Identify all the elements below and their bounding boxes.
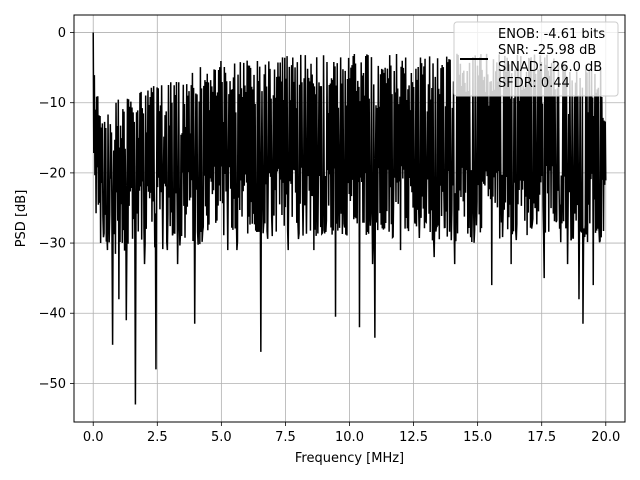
y-tick-label: 0 bbox=[58, 26, 66, 41]
y-tick-label: −50 bbox=[39, 377, 66, 392]
y-tick-label: −30 bbox=[39, 237, 66, 252]
x-tick-label: 15.0 bbox=[463, 430, 492, 445]
legend-box bbox=[453, 21, 619, 97]
y-tick-label: −40 bbox=[39, 307, 66, 322]
x-tick-label: 2.5 bbox=[147, 430, 168, 445]
series-layer bbox=[92, 32, 607, 405]
x-tick-label: 17.5 bbox=[527, 430, 556, 445]
legend-entry-snr: SNR: -25.98 dB bbox=[498, 43, 596, 58]
x-tick-label: 12.5 bbox=[399, 430, 428, 445]
legend-entry-sinad: SINAD: -26.0 dB bbox=[498, 60, 602, 75]
x-axis-label: Frequency [MHz] bbox=[295, 451, 404, 466]
y-tick-label: −10 bbox=[39, 96, 66, 111]
y-axis-label: PSD [dB] bbox=[14, 190, 29, 248]
legend-entry-sfdr: SFDR: 0.44 bbox=[498, 76, 570, 91]
x-tick-label: 10.0 bbox=[335, 430, 364, 445]
legend-entry-enob: ENOB: -4.61 bits bbox=[498, 27, 605, 42]
psd-series-line bbox=[92, 32, 607, 405]
y-tick-label: −20 bbox=[39, 166, 66, 181]
x-tick-label: 20.0 bbox=[591, 430, 620, 445]
x-ticks: 0.0 2.5 5.0 7.5 10.0 12.5 15.0 17.5 20.0 bbox=[83, 422, 620, 445]
x-tick-label: 0.0 bbox=[83, 430, 104, 445]
legend: ENOB: -4.61 bits SNR: -25.98 dB SINAD: -… bbox=[453, 21, 619, 97]
y-ticks: 0 −10 −20 −30 −40 −50 bbox=[39, 26, 74, 392]
x-tick-label: 7.5 bbox=[275, 430, 296, 445]
x-tick-label: 5.0 bbox=[211, 430, 232, 445]
